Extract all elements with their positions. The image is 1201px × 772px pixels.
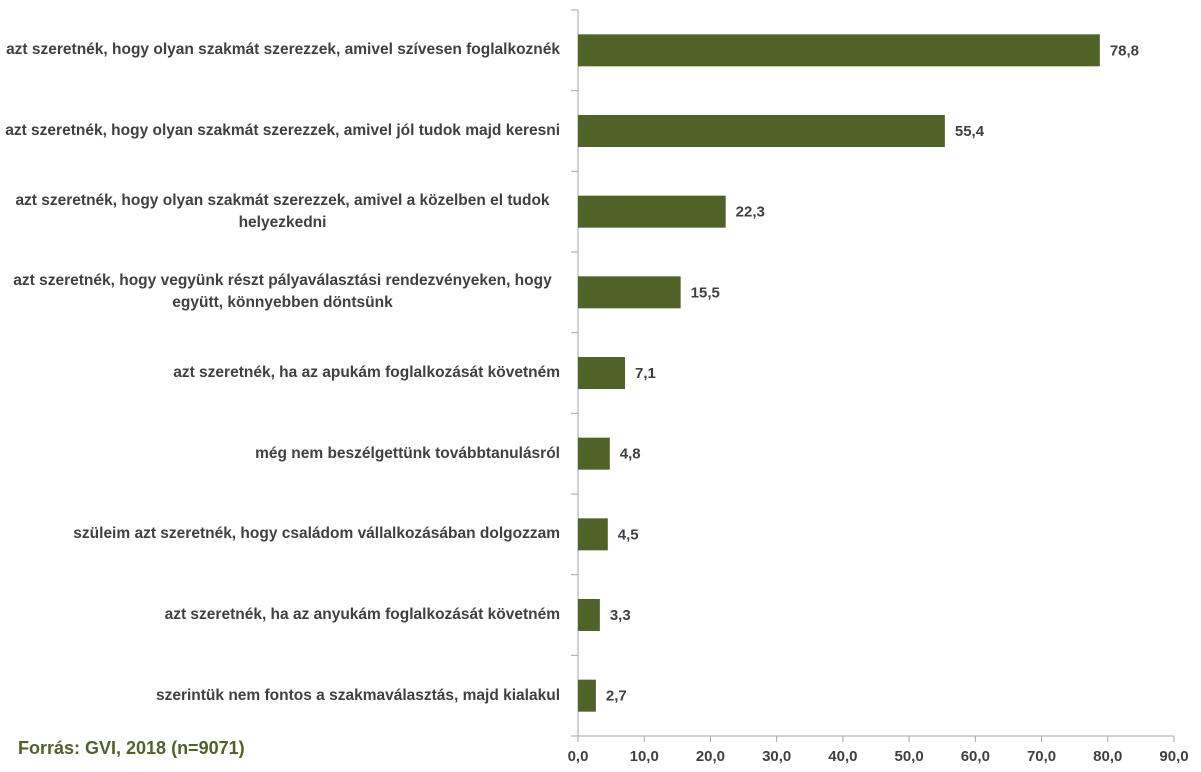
category-label: azt szeretnék, hogy vegyünk részt pályav… bbox=[13, 272, 552, 312]
bar bbox=[578, 357, 626, 389]
bar bbox=[578, 276, 681, 309]
x-tick-label: 10,0 bbox=[630, 748, 659, 765]
value-label: 78,8 bbox=[1110, 42, 1139, 59]
x-tick-label: 70,0 bbox=[1027, 748, 1056, 765]
x-tick-label: 60,0 bbox=[961, 748, 990, 765]
x-tick-label: 80,0 bbox=[1093, 748, 1122, 765]
x-tick-label: 30,0 bbox=[762, 748, 791, 765]
bar bbox=[578, 599, 600, 631]
x-tick-label: 40,0 bbox=[828, 748, 857, 765]
value-label: 4,5 bbox=[618, 526, 639, 543]
category-label: azt szeretnék, hogy olyan szakmát szerez… bbox=[15, 191, 550, 231]
x-tick-label: 20,0 bbox=[696, 748, 725, 765]
category-label: szüleim azt szeretnék, hogy családom vál… bbox=[73, 525, 560, 543]
x-tick-label: 90,0 bbox=[1159, 748, 1188, 765]
bar bbox=[578, 115, 945, 147]
value-label: 15,5 bbox=[691, 284, 720, 301]
bar bbox=[578, 518, 608, 551]
category-label: azt szeretnék, ha az apukám foglalkozásá… bbox=[173, 364, 560, 381]
x-tick-label: 0,0 bbox=[568, 748, 589, 765]
value-label: 3,3 bbox=[610, 607, 631, 624]
bar bbox=[578, 437, 610, 470]
value-label: 55,4 bbox=[955, 123, 985, 140]
value-label: 22,3 bbox=[736, 204, 765, 221]
value-label: 7,1 bbox=[635, 365, 656, 382]
category-label: azt szeretnék, ha az anyukám foglalkozás… bbox=[164, 606, 560, 623]
x-tick-label: 50,0 bbox=[895, 748, 924, 765]
bar bbox=[578, 679, 596, 712]
category-label: szerintük nem fontos a szakmaválasztás, … bbox=[155, 686, 560, 704]
source-note: Forrás: GVI, 2018 (n=9071) bbox=[18, 738, 245, 758]
category-label: még nem beszélgettünk továbbtanulásról bbox=[255, 444, 560, 462]
value-label: 2,7 bbox=[606, 688, 627, 705]
bar bbox=[578, 195, 726, 228]
category-label: azt szeretnék, hogy olyan szakmát szerez… bbox=[5, 122, 560, 139]
value-label: 4,8 bbox=[620, 446, 641, 463]
category-label: azt szeretnék, hogy olyan szakmát szerez… bbox=[6, 41, 560, 59]
bar bbox=[578, 34, 1100, 67]
